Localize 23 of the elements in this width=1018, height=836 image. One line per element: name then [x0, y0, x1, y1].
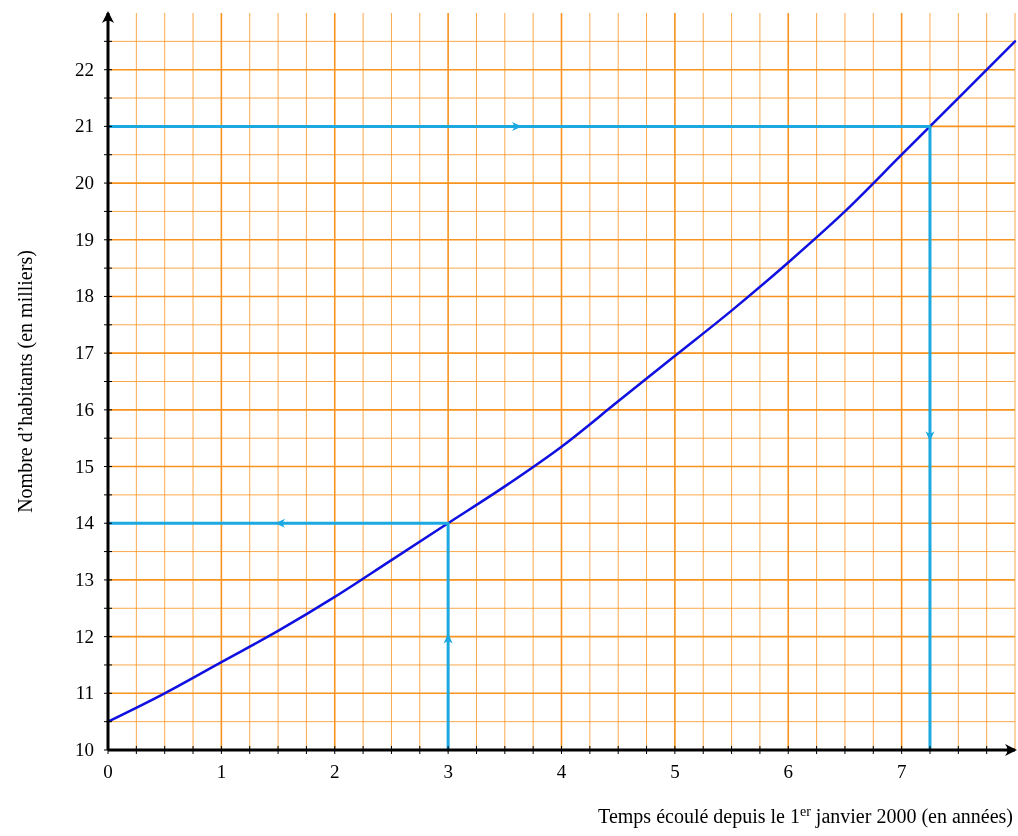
y-tick-label: 22 [75, 58, 94, 80]
y-tick-label: 10 [75, 739, 94, 760]
y-tick-label: 15 [75, 455, 94, 477]
y-axis-title: Nombre d’habitants (en milliers) [14, 250, 37, 513]
x-tick-label: 0 [103, 761, 113, 782]
y-tick-label: 20 [75, 172, 94, 194]
y-tick-label: 13 [75, 568, 94, 590]
y-tick-label: 17 [75, 342, 94, 364]
x-tick-label: 4 [556, 761, 567, 782]
y-tick-label: 16 [75, 398, 94, 420]
y-tick-label: 21 [75, 115, 94, 137]
y-tick-label: 14 [75, 512, 95, 534]
x-axis-title: Temps écoulé depuis le 1$^{er}$ janvier 2000 (en années) [598, 803, 1013, 828]
x-tick-label: 6 [783, 761, 793, 782]
y-tick-label: 19 [75, 228, 94, 250]
y-tick-label: 11 [75, 682, 94, 704]
x-tick-label: 2 [330, 761, 340, 782]
x-tick-label: 1 [216, 761, 227, 782]
x-tick-label: 7 [896, 761, 907, 782]
y-tick-label: 18 [75, 285, 94, 307]
x-tick-label: 3 [443, 761, 453, 782]
y-tick-label: 12 [75, 625, 94, 647]
x-tick-label: 5 [670, 761, 680, 782]
